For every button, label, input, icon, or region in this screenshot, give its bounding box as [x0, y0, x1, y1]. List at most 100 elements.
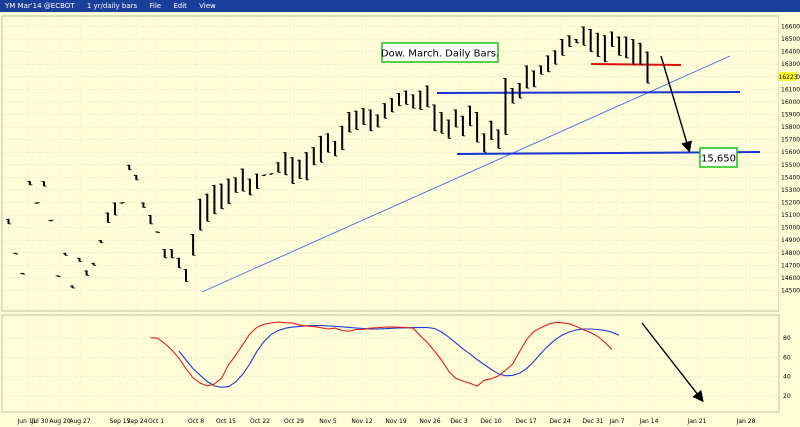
price-bar	[603, 35, 606, 62]
date-tick-label: Oct 29	[284, 418, 304, 425]
menu-view[interactable]: View	[199, 2, 216, 10]
date-tick-label: Aug 27	[69, 418, 90, 425]
price-bar	[405, 90, 408, 105]
price-bar	[206, 193, 209, 222]
menu-file[interactable]: File	[149, 2, 162, 10]
date-tick-label: Dec 10	[480, 418, 501, 425]
price-bar	[362, 108, 365, 125]
menu-edit[interactable]: Edit	[173, 2, 187, 10]
price-bar	[305, 152, 308, 180]
date-tick-label: Jun 11	[17, 418, 37, 425]
price-tick-label: 15500	[781, 162, 800, 169]
date-tick-label: Oct 15	[216, 418, 236, 425]
price-bar	[277, 162, 280, 173]
stochastic-tick-label: 20	[783, 393, 791, 400]
stochastic-tick-label: 80	[783, 335, 791, 342]
price-bar	[511, 88, 514, 104]
price-bar	[284, 152, 287, 175]
price-tick-label: 16600	[781, 24, 800, 31]
price-bar	[199, 198, 202, 231]
price-bar	[185, 269, 187, 282]
price-bar	[7, 218, 10, 224]
period-selector[interactable]: 1 yr/daily bars	[86, 2, 138, 10]
price-bar	[483, 133, 486, 153]
price-bar	[256, 173, 258, 189]
uptrend-line[interactable]	[201, 55, 731, 293]
price-tick-label: 16400	[781, 49, 800, 56]
price-bar	[518, 83, 521, 99]
price-bar	[234, 177, 237, 193]
price-bar	[589, 29, 592, 52]
symbol-label: YM Mar'14 @ECBOT	[5, 2, 75, 10]
price-bar	[298, 159, 301, 179]
price-bar	[625, 36, 628, 58]
price-bar	[319, 135, 322, 163]
price-bar	[177, 257, 180, 268]
price-bar	[106, 212, 109, 223]
price-tick-label: 15200	[781, 200, 800, 207]
date-tick-label: Nov 12	[351, 418, 372, 425]
support-line-upper[interactable]	[436, 91, 741, 94]
price-bar	[71, 285, 74, 288]
date-tick-label: Aug 20	[49, 418, 70, 425]
date-tick-label: Nov 5	[319, 418, 337, 425]
price-gridlines	[2, 16, 779, 311]
price-tick-label: 15400	[781, 174, 800, 181]
price-tick-label: 16300	[781, 61, 800, 68]
price-bar	[170, 249, 173, 258]
price-bar	[192, 233, 195, 256]
price-tick-label: 14600	[781, 275, 800, 282]
title-box	[381, 42, 499, 63]
title-box-text: Dow. March. Daily Bars.	[381, 49, 499, 60]
date-tick-label: Jan 28	[736, 418, 756, 425]
price-bar	[312, 147, 315, 165]
price-bar	[454, 109, 457, 128]
date-tick-label: Oct 8	[188, 418, 204, 425]
price-bar	[412, 94, 415, 109]
target-box-text: 15,650	[701, 154, 736, 165]
price-bar	[369, 109, 372, 131]
price-tick-label: 15700	[781, 137, 800, 144]
stochastic-axis-labels: 20 40 60 80	[783, 335, 791, 400]
date-tick-label: Sep 24	[127, 418, 148, 425]
price-tick-label: 15900	[781, 112, 800, 119]
price-bar	[646, 51, 649, 84]
price-tick-label: 15300	[781, 187, 800, 194]
date-tick-label: Jan 21	[687, 418, 707, 425]
date-tick-label: Dec 24	[549, 418, 570, 425]
price-bar	[135, 174, 138, 180]
price-bar	[291, 157, 294, 184]
price-bar	[476, 111, 479, 143]
price-bar	[220, 183, 223, 209]
price-tick-label: 14800	[781, 250, 800, 257]
date-tick-label: Oct 22	[250, 418, 270, 425]
price-bar	[348, 111, 351, 133]
price-bar	[632, 39, 635, 65]
target-arrow	[660, 55, 692, 153]
target-box	[699, 147, 738, 168]
price-bar	[43, 181, 45, 187]
resistance-line[interactable]	[590, 63, 682, 66]
price-bar	[568, 35, 571, 47]
price-bar	[639, 42, 642, 65]
price-bar	[433, 104, 436, 131]
date-tick-label: Nov 19	[385, 418, 406, 425]
price-bar	[78, 257, 81, 262]
price-bar	[447, 119, 450, 139]
price-axis	[779, 16, 797, 311]
price-bar	[440, 111, 443, 134]
date-tick-label: Nov 26	[419, 418, 440, 425]
price-tick-label: 15100	[781, 212, 800, 219]
price-tick-label: 16500	[781, 36, 800, 43]
price-tick-label: 15600	[781, 149, 800, 156]
stochastic-k-line	[178, 325, 620, 388]
stochastic-lines	[150, 321, 620, 388]
price-bar	[241, 168, 244, 192]
price-tick-label: 14700	[781, 262, 800, 269]
price-bar	[582, 26, 585, 46]
price-bar	[398, 93, 400, 106]
price-bar	[596, 32, 599, 57]
price-bar	[390, 98, 393, 112]
